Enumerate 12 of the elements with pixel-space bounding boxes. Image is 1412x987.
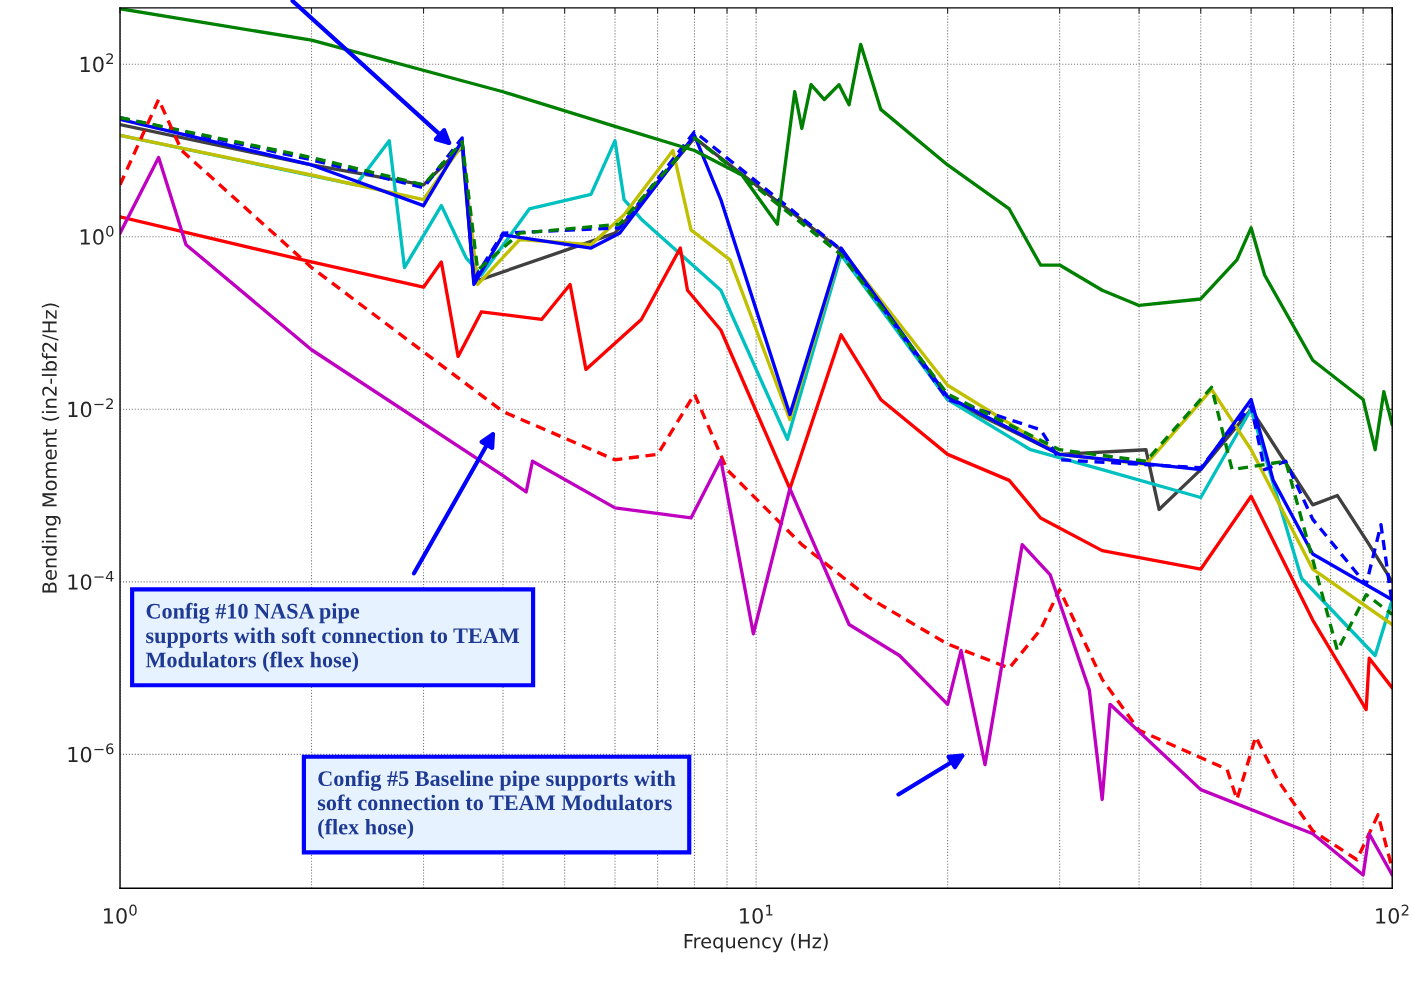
annotation: Config #10 NASA pipe supports with soft connection to TEAM Modulators (flex hose) bbox=[145, 602, 520, 672]
y-tick-label: 10$^{−4}$ bbox=[68, 570, 114, 590]
x-axis-title: Frequency (Hz) bbox=[684, 933, 828, 953]
y-tick-label: 10$^{−6}$ bbox=[68, 743, 114, 763]
annotation: Config #5 Baseline pipe supports with soft connection to TEAM Modulators (flex hose) bbox=[317, 770, 676, 840]
x-tick-label: 10$^{2}$ bbox=[1376, 904, 1409, 924]
y-tick-label: 10$^{0}$ bbox=[80, 225, 114, 245]
y-axis-title: Bending Moment (in2-lbf2/Hz) bbox=[41, 303, 61, 593]
y-tick-label: 10$^{−2}$ bbox=[68, 398, 113, 418]
x-tick-label: 10$^{0}$ bbox=[103, 904, 137, 924]
x-tick-label: 10$^{1}$ bbox=[740, 904, 773, 924]
y-tick-label: 10$^{2}$ bbox=[80, 53, 114, 73]
